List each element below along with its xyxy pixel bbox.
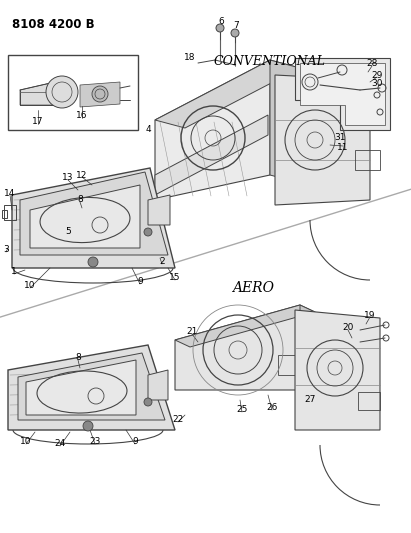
Polygon shape xyxy=(20,172,168,255)
Polygon shape xyxy=(30,185,140,248)
Bar xyxy=(278,355,300,375)
Text: 10: 10 xyxy=(20,438,32,447)
Bar xyxy=(355,150,380,170)
Text: 21: 21 xyxy=(186,327,198,336)
Text: 27: 27 xyxy=(304,395,316,405)
Text: 9: 9 xyxy=(137,278,143,287)
Polygon shape xyxy=(175,305,315,347)
Text: 5: 5 xyxy=(65,228,71,237)
Text: 22: 22 xyxy=(172,416,184,424)
Polygon shape xyxy=(300,63,385,125)
Text: 24: 24 xyxy=(54,440,66,448)
Text: 14: 14 xyxy=(4,189,16,198)
Circle shape xyxy=(88,257,98,267)
Text: 8108 4200 B: 8108 4200 B xyxy=(12,18,95,31)
Text: 19: 19 xyxy=(364,311,376,319)
Circle shape xyxy=(46,76,78,108)
Text: 2: 2 xyxy=(159,257,165,266)
Polygon shape xyxy=(155,60,300,128)
Text: 17: 17 xyxy=(32,117,44,126)
Text: 8: 8 xyxy=(77,196,83,205)
Polygon shape xyxy=(155,115,268,195)
Polygon shape xyxy=(155,60,270,200)
Text: 8: 8 xyxy=(75,353,81,362)
Polygon shape xyxy=(26,360,136,415)
Circle shape xyxy=(144,398,152,406)
Polygon shape xyxy=(275,75,370,205)
Bar xyxy=(4,205,16,220)
Text: 12: 12 xyxy=(76,171,88,180)
Text: 23: 23 xyxy=(89,438,101,447)
Text: 1: 1 xyxy=(11,268,17,277)
Polygon shape xyxy=(12,168,175,268)
Circle shape xyxy=(92,86,108,102)
Circle shape xyxy=(144,228,152,236)
Polygon shape xyxy=(20,82,55,105)
Text: 25: 25 xyxy=(236,406,248,415)
Circle shape xyxy=(216,24,224,32)
Text: 31: 31 xyxy=(334,133,346,142)
Text: 9: 9 xyxy=(132,438,138,447)
Text: 7: 7 xyxy=(233,21,239,30)
Text: 15: 15 xyxy=(169,273,181,282)
Text: 6: 6 xyxy=(218,18,224,27)
Text: 3: 3 xyxy=(3,246,9,254)
Polygon shape xyxy=(295,58,390,130)
Text: 30: 30 xyxy=(371,79,383,88)
Text: 11: 11 xyxy=(337,143,349,152)
Circle shape xyxy=(83,421,93,431)
Polygon shape xyxy=(148,370,168,400)
Text: 16: 16 xyxy=(76,111,88,120)
Bar xyxy=(2,210,7,218)
Bar xyxy=(8,55,138,130)
Bar xyxy=(358,392,380,410)
Polygon shape xyxy=(175,305,300,390)
Polygon shape xyxy=(300,305,315,395)
Polygon shape xyxy=(18,353,165,420)
Polygon shape xyxy=(148,195,170,225)
Text: 10: 10 xyxy=(24,281,36,290)
Text: 26: 26 xyxy=(266,403,278,413)
Polygon shape xyxy=(270,60,300,183)
Text: 28: 28 xyxy=(366,60,378,69)
Polygon shape xyxy=(80,82,120,107)
Text: 29: 29 xyxy=(371,70,383,79)
Text: CONVENTIONAL: CONVENTIONAL xyxy=(214,55,326,68)
Circle shape xyxy=(231,29,239,37)
Text: 18: 18 xyxy=(184,52,196,61)
Text: 20: 20 xyxy=(342,324,354,333)
Text: AERO: AERO xyxy=(232,281,274,295)
Text: 4: 4 xyxy=(145,125,151,134)
Text: 13: 13 xyxy=(62,174,74,182)
Polygon shape xyxy=(295,310,380,430)
Polygon shape xyxy=(8,345,175,430)
